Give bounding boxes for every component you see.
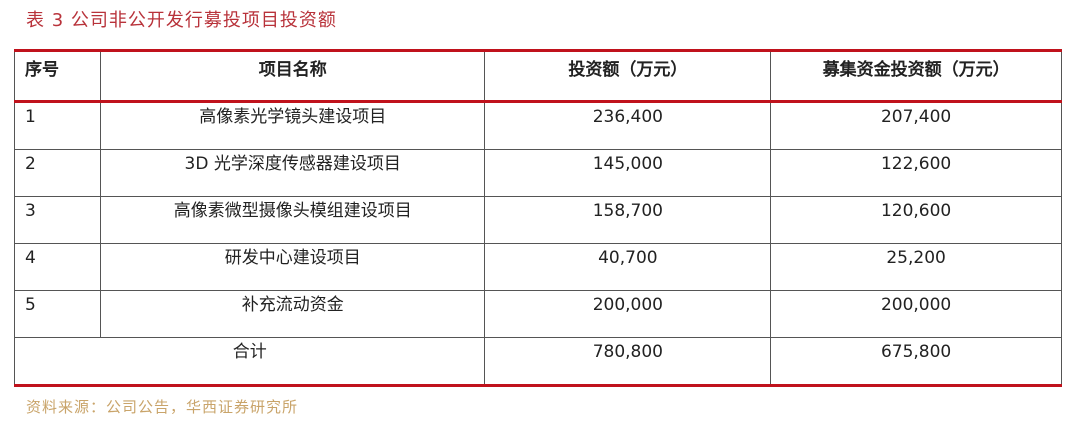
row-index: 3	[14, 196, 101, 244]
table-row: 4 研发中心建设项目 40,700 25,200	[14, 243, 1062, 291]
investment-table: 序号 项目名称 投资额（万元） 募集资金投资额（万元） 1 高像素光学镜头建设项目…	[13, 49, 1062, 387]
row-index: 2	[14, 149, 101, 197]
table-title: 表 3 公司非公开发行募投项目投资额	[26, 10, 337, 31]
header-investment: 投资额（万元）	[484, 49, 772, 103]
project-name: 高像素微型摄像头模组建设项目	[99, 196, 486, 244]
table-row: 1 高像素光学镜头建设项目 236,400 207,400	[14, 101, 1062, 150]
project-name: 高像素光学镜头建设项目	[99, 101, 486, 150]
investment: 145,000	[484, 149, 772, 197]
raised: 207,400	[770, 101, 1062, 150]
project-name: 3D 光学深度传感器建设项目	[99, 149, 486, 197]
investment: 200,000	[484, 290, 772, 338]
total-investment: 780,800	[484, 337, 772, 387]
header-row: 序号 项目名称 投资额（万元） 募集资金投资额（万元）	[14, 49, 1062, 103]
investment: 236,400	[484, 101, 772, 150]
total-label: 合计	[13, 337, 486, 387]
table-row: 5 补充流动资金 200,000 200,000	[14, 290, 1062, 338]
investment: 40,700	[484, 243, 772, 291]
table-row: 3 高像素微型摄像头模组建设项目 158,700 120,600	[14, 196, 1062, 244]
header-project-name: 项目名称	[99, 49, 486, 103]
row-index: 4	[14, 243, 101, 291]
table-row: 2 3D 光学深度传感器建设项目 145,000 122,600	[14, 149, 1062, 197]
row-index: 1	[14, 101, 101, 150]
total-row: 合计 780,800 675,800	[13, 337, 1062, 387]
project-name: 研发中心建设项目	[99, 243, 486, 291]
raised: 122,600	[770, 149, 1062, 197]
raised: 25,200	[770, 243, 1062, 291]
row-index: 5	[14, 290, 101, 338]
total-raised: 675,800	[770, 337, 1062, 387]
raised: 120,600	[770, 196, 1062, 244]
header-raised: 募集资金投资额（万元）	[770, 49, 1062, 103]
raised: 200,000	[770, 290, 1062, 338]
project-name: 补充流动资金	[99, 290, 486, 338]
header-index: 序号	[14, 49, 101, 103]
investment: 158,700	[484, 196, 772, 244]
source-note: 资料来源：公司公告，华西证券研究所	[26, 398, 299, 416]
